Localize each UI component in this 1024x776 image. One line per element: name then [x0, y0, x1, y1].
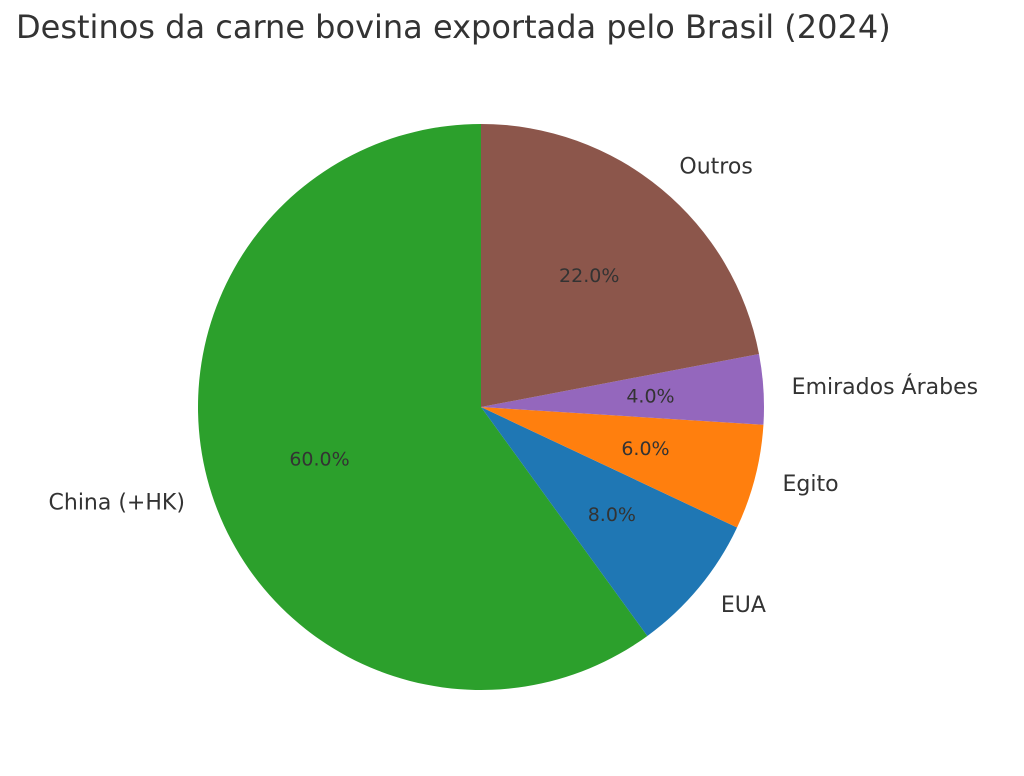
pct-label-egito: 6.0% — [621, 438, 669, 460]
slice-label-outros: Outros — [679, 155, 752, 180]
pie-slice-emirados-arabes — [481, 353, 764, 425]
slice-label-china-hk: China (+HK) — [49, 491, 185, 516]
pie-slice-eua — [481, 407, 738, 636]
chart-title: Destinos da carne bovina exportada pelo … — [16, 8, 891, 46]
slice-label-egito: Egito — [783, 472, 839, 497]
pie-slice-outros — [481, 124, 759, 407]
pie-slice-egito — [481, 407, 764, 528]
pct-label-eua: 8.0% — [588, 504, 636, 526]
pct-label-emirados-arabes: 4.0% — [626, 385, 674, 407]
pie-slice-china-hk — [197, 124, 648, 691]
pct-label-outros: 22.0% — [559, 265, 619, 287]
slice-label-emirados-arabes: Emirados Árabes — [792, 374, 978, 400]
slice-label-eua: EUA — [721, 593, 766, 618]
pct-label-china-hk: 60.0% — [289, 448, 349, 470]
